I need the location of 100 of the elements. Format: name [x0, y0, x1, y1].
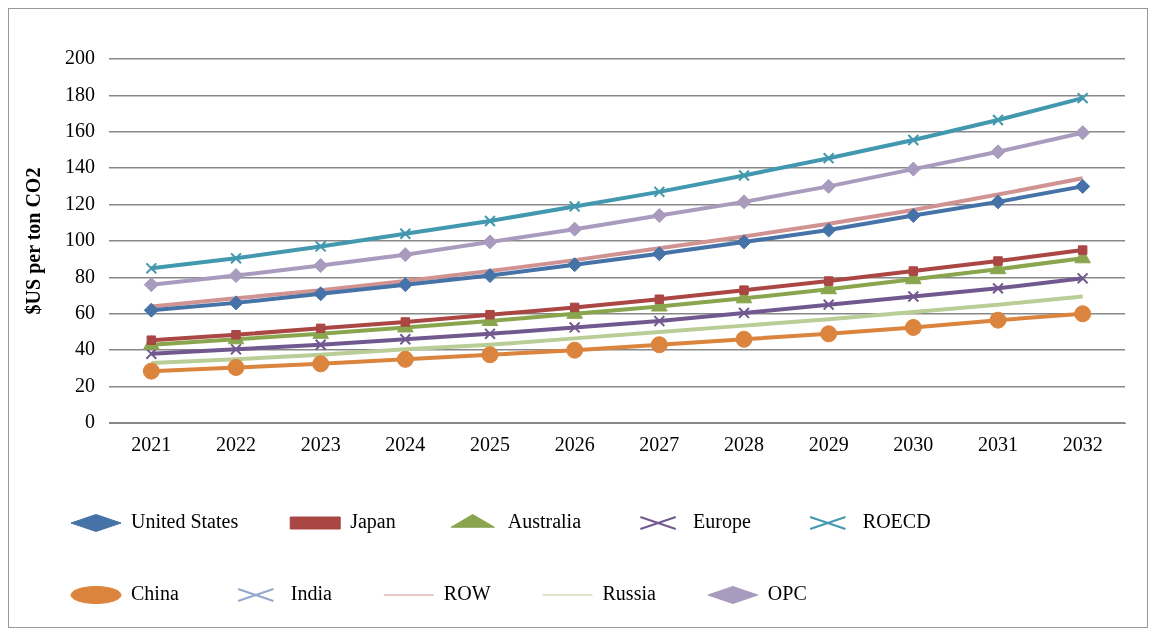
- point: [736, 234, 752, 250]
- x-tick-label: 2027: [639, 433, 680, 456]
- point: [230, 343, 242, 356]
- point: [1074, 305, 1092, 323]
- point: [905, 208, 921, 224]
- point: [990, 194, 1006, 210]
- point: [821, 178, 837, 194]
- point: [227, 358, 245, 376]
- point: [485, 309, 495, 320]
- point: [654, 294, 665, 304]
- point: [822, 152, 835, 165]
- legend-label: United States: [131, 510, 239, 533]
- x-tick-label: 2029: [808, 433, 849, 456]
- point: [738, 169, 750, 182]
- y-tick-label: 20: [75, 373, 95, 396]
- point: [907, 290, 920, 303]
- point: [904, 318, 922, 336]
- y-tick-label: 80: [75, 264, 95, 287]
- point: [736, 194, 752, 210]
- point: [312, 355, 330, 373]
- point: [567, 221, 583, 237]
- point: [568, 200, 581, 213]
- legend-label: China: [131, 582, 179, 605]
- y-tick-label: 140: [65, 155, 95, 178]
- point: [228, 268, 244, 284]
- x-tick-label: 2022: [216, 433, 256, 456]
- point: [651, 246, 667, 262]
- y-tick-label: 200: [65, 46, 95, 69]
- point: [907, 134, 920, 146]
- point: [145, 262, 158, 275]
- point: [313, 258, 329, 274]
- point: [992, 114, 1004, 126]
- point: [653, 185, 666, 198]
- point: [739, 285, 749, 295]
- point: [653, 315, 666, 328]
- point: [314, 240, 327, 253]
- legend-label: Japan: [350, 510, 396, 534]
- y-tick-label: 40: [75, 337, 95, 360]
- point: [315, 323, 326, 334]
- point: [820, 325, 838, 343]
- point: [992, 282, 1004, 295]
- x-tick-label: 2021: [131, 433, 172, 456]
- point: [908, 266, 919, 276]
- y-tick-label: 180: [65, 82, 95, 105]
- point: [989, 311, 1007, 329]
- point: [314, 338, 327, 351]
- point: [396, 350, 414, 368]
- point: [231, 329, 241, 340]
- point: [1076, 92, 1089, 105]
- point: [1077, 245, 1088, 255]
- point: [481, 346, 499, 364]
- point: [735, 330, 753, 348]
- point: [399, 333, 412, 346]
- x-tick-label: 2025: [470, 433, 510, 456]
- point: [397, 277, 413, 293]
- point: [143, 302, 159, 318]
- y-tick-label: 100: [65, 228, 95, 251]
- y-tick-label: 60: [75, 301, 95, 324]
- x-tick-label: 2032: [1062, 433, 1103, 456]
- point: [569, 302, 580, 313]
- point: [823, 276, 834, 286]
- point: [399, 227, 412, 240]
- point: [397, 247, 413, 263]
- point: [650, 336, 668, 354]
- point: [482, 234, 498, 250]
- point: [484, 327, 496, 340]
- point: [1076, 272, 1089, 285]
- x-tick-label: 2028: [724, 433, 764, 456]
- point: [482, 268, 498, 284]
- point: [651, 208, 667, 224]
- point: [990, 144, 1006, 160]
- point: [313, 286, 329, 302]
- x-tick-label: 2026: [554, 433, 595, 456]
- point: [738, 306, 750, 319]
- point: [821, 222, 837, 238]
- point: [905, 161, 921, 177]
- legend-label: Europe: [693, 510, 751, 534]
- point: [143, 277, 159, 293]
- point: [230, 252, 242, 265]
- legend-label: Australia: [507, 510, 582, 533]
- x-tick-label: 2023: [300, 433, 341, 456]
- y-axis-title: $US per ton CO2: [22, 167, 46, 315]
- point: [822, 298, 835, 311]
- legend-label: ROW: [443, 582, 491, 605]
- legend-label: Russia: [602, 582, 656, 605]
- point: [568, 321, 581, 334]
- point: [400, 317, 411, 327]
- point: [228, 295, 244, 311]
- legend-label: OPC: [767, 582, 807, 605]
- point: [567, 257, 583, 273]
- legend-label: India: [290, 582, 332, 605]
- point: [566, 341, 584, 359]
- y-tick-label: 120: [65, 191, 95, 214]
- point: [484, 215, 496, 227]
- point: [142, 362, 160, 380]
- point: [993, 256, 1003, 266]
- x-tick-label: 2030: [893, 433, 934, 456]
- y-tick-label: 160: [65, 119, 95, 142]
- x-tick-label: 2031: [978, 433, 1018, 456]
- legend-label: ROECD: [862, 510, 931, 533]
